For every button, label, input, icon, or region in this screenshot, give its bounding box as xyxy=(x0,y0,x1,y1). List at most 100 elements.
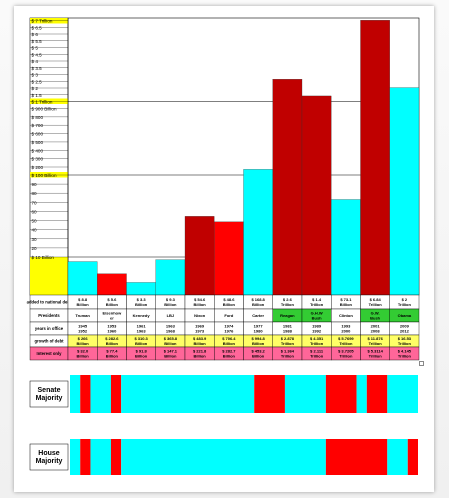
majority-segment-democrat xyxy=(356,375,367,413)
table-cell-text: $ 266 xyxy=(78,336,89,341)
tick-label: 60 xyxy=(32,209,38,214)
tick-label: $ 800 xyxy=(32,115,44,120)
table-cell-text: $ 994.8 xyxy=(251,336,265,341)
tick-label: $ 700 xyxy=(32,123,44,128)
majority-segment-democrat xyxy=(121,375,255,413)
table-cell-text: Reagan xyxy=(280,313,295,318)
table-cell-text: Billion xyxy=(77,302,90,307)
table-cell-text: 1988 xyxy=(283,329,293,334)
table-cell-text: Trillion xyxy=(281,302,295,307)
tick-label: $ 5.5 xyxy=(32,39,43,44)
tick-label: $ 400 xyxy=(32,148,44,153)
majority-segment-republican xyxy=(366,375,388,413)
table-cell-text: 2001 xyxy=(371,324,381,329)
strip-label: House xyxy=(38,450,60,457)
scale-column: $ 7 Trillion$ 6.5 $ 6 $ 5.5 $ 5$ 4.5 $ 4 $ 3.… xyxy=(29,17,420,296)
table-cell-text: $ 2.878 xyxy=(281,336,295,341)
table-cell-text: Billion xyxy=(223,302,236,307)
tick-label: $ 4.5 xyxy=(32,52,43,57)
table-cell-text: Billion xyxy=(106,354,119,359)
table-cell-text: Trillion xyxy=(310,354,324,359)
table-cell-text: $ 2.111 xyxy=(310,349,324,354)
table-cell-text: 1952 xyxy=(78,329,88,334)
band-1t-highlight xyxy=(30,98,68,104)
table-cell-text: Obama xyxy=(398,313,412,318)
table-cell-text: Billion xyxy=(194,341,207,346)
bar-kennedy xyxy=(126,282,156,296)
strip-label-box xyxy=(29,443,69,471)
table-cell-text: $ 221.8 xyxy=(193,349,207,354)
tick-label: $ 3 xyxy=(32,73,39,78)
table-cell-text: Billion xyxy=(164,341,177,346)
tick-label: $ 2 xyxy=(32,86,39,91)
table-cell-text: $ 483.9 xyxy=(193,336,207,341)
table-cell-text: Billion xyxy=(77,354,90,359)
table-cell-text: 1974 xyxy=(224,324,234,329)
tick-label: 80 xyxy=(32,191,38,196)
bar-clinton xyxy=(331,199,361,296)
table-cell-text: Truman xyxy=(75,313,90,318)
tick-label: $ 10 Billion xyxy=(32,255,55,260)
table-cell-text: 1963 xyxy=(166,324,176,329)
table-cell-text: 1976 xyxy=(224,329,234,334)
table-cell-text: Ford xyxy=(224,313,233,318)
tick-label: $ 1.5 xyxy=(32,93,43,98)
table-cell-text: 1968 xyxy=(166,329,176,334)
majority-segment-republican xyxy=(325,439,388,475)
table-cell-text: $ 282.7 xyxy=(222,349,236,354)
table-cell-text: Billion xyxy=(194,354,207,359)
strip-label: Majority xyxy=(36,458,63,465)
table-cell-text: $ 5.3114 xyxy=(367,349,383,354)
majority-segment-republican xyxy=(80,375,91,413)
table-cell-text: $ 453.2 xyxy=(251,349,265,354)
table-cell-text: G.H.W xyxy=(311,311,323,316)
majority-segment-democrat xyxy=(70,439,81,475)
table-cell-text: $ 1.4 xyxy=(312,297,322,302)
table-cell-text: $ 4.351 xyxy=(310,336,324,341)
table-cell-text: Nixon xyxy=(194,313,206,318)
tick-label: $ 2.5 xyxy=(32,79,43,84)
table-cell-text: Trillion xyxy=(281,341,295,346)
table-cell-text: 1981 xyxy=(283,324,293,329)
majority-segment-republican xyxy=(110,439,122,475)
tick-label: 50 xyxy=(32,219,38,224)
table-cell-text: Trillion xyxy=(398,354,412,359)
resize-handle[interactable] xyxy=(419,361,424,366)
tick-label: $ 7 Trillion xyxy=(32,19,53,24)
table-cell-text: Billion xyxy=(164,354,177,359)
row-label: Interest only xyxy=(37,351,63,356)
table-cell-text: Billion xyxy=(135,302,148,307)
table-cell-text: 1977 xyxy=(254,324,264,329)
table-cell-text: 1961 xyxy=(137,324,147,329)
table-cell-text: Billion xyxy=(223,354,236,359)
majority-segment-republican xyxy=(325,375,357,413)
strip-label: Majority xyxy=(36,395,63,402)
table-cell-text: Billion xyxy=(223,341,236,346)
table-cell-text: $ 2.6 xyxy=(283,297,293,302)
table-cell-text: Trillion xyxy=(310,341,324,346)
table-cell-text: $ 32.0 xyxy=(77,349,89,354)
table-cell-text: $ 48.6 xyxy=(223,297,235,302)
tick-label: $ 1 Trillion xyxy=(32,100,53,105)
table-cell-text: LBJ xyxy=(167,313,175,318)
table-cell-text: 1973 xyxy=(195,329,205,334)
majority-segment-democrat xyxy=(90,439,111,475)
table-cell-text: $ 168.8 xyxy=(251,297,265,302)
majority-segment-democrat xyxy=(387,375,418,413)
table-cell-text: Trillion xyxy=(369,354,383,359)
majority-segment-democrat xyxy=(284,375,326,413)
table-cell-text: Eisenhow xyxy=(103,311,123,316)
row-label: years in office xyxy=(35,326,64,331)
majority-segment-democrat xyxy=(121,439,326,475)
table-cell-text: 1980 xyxy=(254,329,264,334)
tick-label: 40 xyxy=(32,228,38,233)
table-cell-text: Trillion xyxy=(369,302,383,307)
majority-segment-democrat xyxy=(70,375,81,413)
bar-lbj xyxy=(155,259,186,296)
tick-label: 20 xyxy=(32,246,38,251)
table-cell-text: 1989 xyxy=(312,324,322,329)
tick-label: $ 200 xyxy=(32,165,44,170)
band-trillion-highlight xyxy=(30,18,68,24)
row-label: Presidents xyxy=(38,313,60,318)
